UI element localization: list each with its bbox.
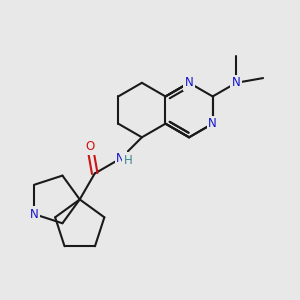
Text: O: O <box>85 140 94 153</box>
Text: N: N <box>232 76 241 89</box>
Text: H: H <box>124 154 133 166</box>
Text: N: N <box>208 117 217 130</box>
Text: N: N <box>116 152 125 165</box>
Text: N: N <box>185 76 194 89</box>
Text: N: N <box>30 208 39 221</box>
